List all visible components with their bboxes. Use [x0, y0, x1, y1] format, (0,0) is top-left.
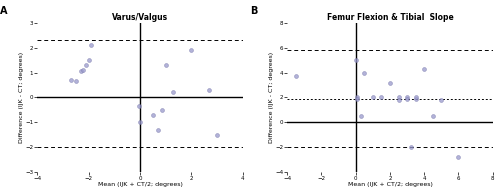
- Point: [354, 97, 362, 100]
- Y-axis label: Difference (IJK - CT; degrees): Difference (IJK - CT; degrees): [268, 52, 274, 143]
- Point: [188, 49, 196, 52]
- Point: [357, 114, 365, 118]
- Point: [403, 96, 411, 99]
- Point: [386, 81, 394, 84]
- Point: [352, 96, 360, 99]
- Point: [80, 69, 88, 72]
- Point: [420, 67, 428, 70]
- Point: [87, 44, 95, 47]
- Title: Femur Flexion & Tibial  Slope: Femur Flexion & Tibial Slope: [326, 13, 454, 22]
- Point: [412, 97, 420, 100]
- Point: [394, 96, 402, 99]
- Point: [360, 71, 368, 74]
- Point: [72, 80, 80, 83]
- Point: [77, 70, 85, 73]
- Point: [206, 88, 214, 91]
- Point: [82, 64, 90, 67]
- Point: [154, 128, 162, 131]
- Y-axis label: Difference (IJK - CT; degrees): Difference (IJK - CT; degrees): [18, 52, 24, 143]
- Point: [66, 79, 74, 82]
- Title: Varus/Valgus: Varus/Valgus: [112, 13, 168, 22]
- Point: [136, 121, 144, 124]
- X-axis label: Mean (IJK + CT/2; degrees): Mean (IJK + CT/2; degrees): [98, 182, 182, 187]
- Point: [438, 98, 446, 102]
- Point: [158, 108, 166, 111]
- Point: [429, 114, 437, 118]
- Point: [403, 97, 411, 100]
- Point: [454, 155, 462, 158]
- Point: [412, 96, 420, 99]
- Point: [406, 146, 414, 149]
- Point: [369, 96, 377, 99]
- Point: [292, 75, 300, 78]
- Point: [352, 59, 360, 62]
- Point: [134, 105, 142, 108]
- Point: [162, 64, 170, 67]
- X-axis label: Mean (IJK + CT/2; degrees): Mean (IJK + CT/2; degrees): [348, 182, 432, 187]
- Point: [170, 91, 177, 94]
- Text: B: B: [250, 6, 258, 16]
- Point: [84, 59, 92, 62]
- Point: [213, 133, 221, 136]
- Point: [378, 96, 386, 99]
- Point: [149, 113, 157, 116]
- Text: A: A: [0, 6, 8, 16]
- Point: [394, 98, 402, 102]
